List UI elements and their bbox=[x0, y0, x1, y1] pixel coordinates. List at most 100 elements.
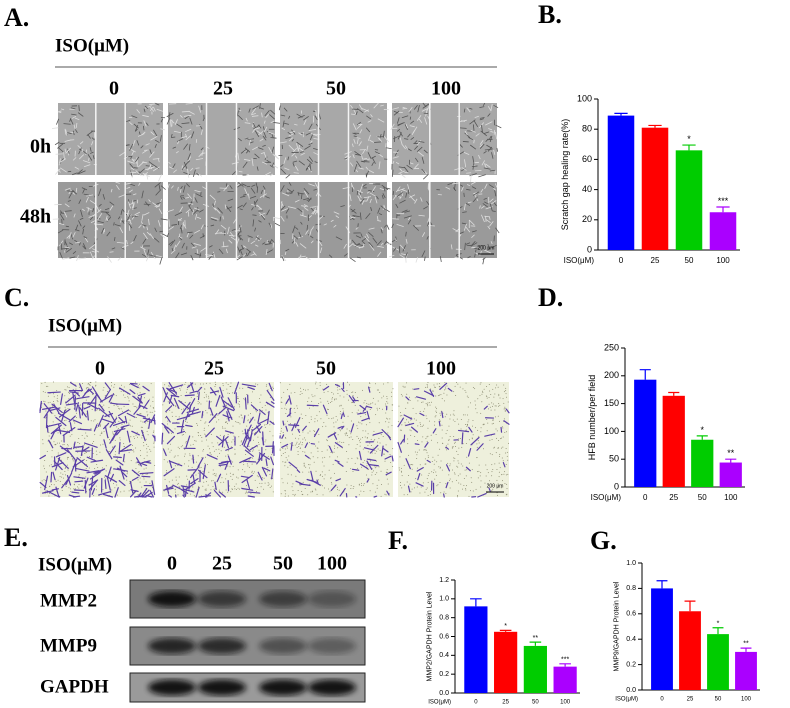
pore bbox=[410, 491, 411, 492]
pore bbox=[208, 396, 209, 397]
pore bbox=[471, 477, 472, 478]
pore bbox=[287, 467, 288, 468]
pore bbox=[284, 465, 285, 466]
pore bbox=[230, 383, 231, 384]
pore bbox=[66, 409, 67, 410]
pore bbox=[223, 407, 224, 408]
x-tick-label: 50 bbox=[698, 493, 707, 502]
pore bbox=[207, 412, 208, 413]
error-bar bbox=[500, 630, 512, 631]
pore bbox=[433, 385, 434, 386]
error-bar bbox=[741, 648, 752, 652]
pore bbox=[408, 422, 409, 423]
pore bbox=[175, 455, 176, 456]
pore bbox=[377, 488, 378, 489]
pore bbox=[307, 401, 308, 402]
pore bbox=[64, 444, 65, 445]
pore bbox=[213, 480, 214, 481]
pore bbox=[329, 456, 330, 457]
pore bbox=[498, 394, 499, 395]
pore bbox=[405, 422, 406, 423]
pore bbox=[169, 410, 170, 411]
pore bbox=[266, 384, 267, 385]
pore bbox=[213, 489, 214, 490]
pore bbox=[458, 448, 459, 449]
pore bbox=[293, 494, 294, 495]
micrograph bbox=[168, 103, 275, 175]
pore bbox=[475, 400, 476, 401]
pore bbox=[250, 493, 251, 494]
x-tick-label: 25 bbox=[669, 493, 678, 502]
error-bar bbox=[614, 113, 627, 115]
pore bbox=[371, 475, 372, 476]
pore bbox=[458, 475, 459, 476]
pore bbox=[440, 467, 441, 468]
pore bbox=[371, 445, 372, 446]
pore bbox=[327, 401, 328, 402]
pore bbox=[506, 494, 507, 495]
pore bbox=[415, 397, 416, 398]
pore bbox=[146, 448, 147, 449]
pore bbox=[372, 453, 373, 454]
pore bbox=[176, 480, 177, 481]
pore bbox=[290, 423, 291, 424]
pore bbox=[243, 398, 244, 399]
pore bbox=[253, 449, 254, 450]
pore bbox=[311, 401, 312, 402]
pore bbox=[223, 385, 224, 386]
pore bbox=[375, 404, 376, 405]
cell bbox=[423, 175, 428, 180]
pore bbox=[379, 408, 380, 409]
pore bbox=[381, 496, 382, 497]
pore bbox=[287, 448, 288, 449]
pore bbox=[283, 392, 284, 393]
pore bbox=[138, 472, 139, 473]
cell bbox=[414, 389, 419, 390]
pore bbox=[351, 402, 352, 403]
pore bbox=[386, 396, 387, 397]
pore bbox=[504, 418, 505, 419]
pore bbox=[204, 430, 205, 431]
pore bbox=[220, 466, 221, 467]
pore bbox=[117, 406, 118, 407]
pore bbox=[91, 420, 92, 421]
pore bbox=[493, 420, 494, 421]
pore bbox=[427, 436, 428, 437]
pore bbox=[507, 488, 508, 489]
pore bbox=[168, 401, 169, 402]
pore bbox=[195, 496, 196, 497]
pore bbox=[375, 467, 376, 468]
pore bbox=[181, 395, 182, 396]
pore bbox=[302, 451, 303, 452]
pore bbox=[146, 444, 147, 445]
cell bbox=[206, 494, 207, 497]
pore bbox=[235, 421, 236, 422]
pore bbox=[444, 492, 445, 493]
pore bbox=[285, 496, 286, 497]
pore bbox=[440, 413, 441, 414]
scale-bar-label: 200 μm bbox=[487, 483, 504, 489]
pore bbox=[96, 486, 97, 487]
pore bbox=[54, 484, 55, 485]
pore bbox=[121, 391, 122, 392]
pore bbox=[51, 484, 52, 485]
pore bbox=[178, 483, 179, 484]
pore bbox=[345, 435, 346, 436]
pore bbox=[154, 447, 155, 448]
pore bbox=[124, 491, 125, 492]
pore bbox=[339, 406, 340, 407]
pore bbox=[456, 480, 457, 481]
pore bbox=[134, 406, 135, 407]
pore bbox=[309, 464, 310, 465]
pore bbox=[362, 390, 363, 391]
pore bbox=[377, 442, 378, 443]
pore bbox=[67, 408, 68, 409]
pore bbox=[379, 422, 380, 423]
pore bbox=[244, 471, 245, 472]
pore bbox=[480, 431, 481, 432]
pore bbox=[265, 483, 266, 484]
pore bbox=[479, 465, 480, 466]
scale-bar-label: 200 μm bbox=[478, 245, 495, 251]
pore bbox=[112, 431, 113, 432]
pore bbox=[226, 405, 227, 406]
